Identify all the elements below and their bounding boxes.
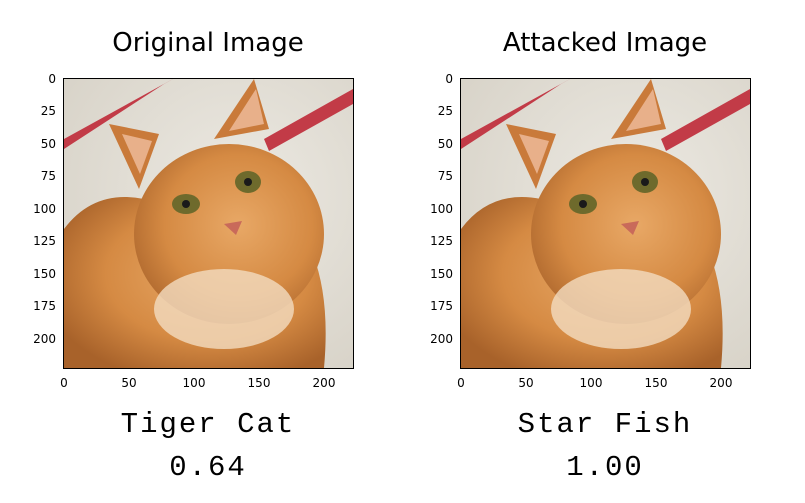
y-tick-label: 0 <box>445 72 453 86</box>
cat-image <box>64 79 353 368</box>
cat-image <box>461 79 750 368</box>
y-tick-label: 125 <box>430 234 453 248</box>
y-tick-label: 50 <box>437 137 453 151</box>
y-tick-label: 0 <box>48 72 56 86</box>
y-tick-label: 75 <box>40 169 56 183</box>
y-tick-label: 100 <box>33 202 56 216</box>
y-tick-label: 150 <box>430 267 453 281</box>
x-tick-label: 100 <box>579 376 603 390</box>
x-tick-label: 200 <box>312 376 336 390</box>
prediction-label: Star Fish <box>517 408 693 441</box>
x-tick-label: 50 <box>518 376 534 390</box>
x-tick-label: 0 <box>60 376 68 390</box>
y-tick-label: 175 <box>33 299 56 313</box>
x-tick-label: 150 <box>644 376 668 390</box>
image-plot <box>460 78 751 369</box>
y-tick-label: 75 <box>437 169 453 183</box>
y-tick-label: 125 <box>33 234 56 248</box>
y-tick-label: 100 <box>430 202 453 216</box>
y-tick-label: 25 <box>40 104 56 118</box>
panel-title: Original Image <box>112 28 304 58</box>
confidence-score: 0.64 <box>169 451 247 484</box>
x-tick-label: 0 <box>457 376 465 390</box>
y-tick-label: 150 <box>33 267 56 281</box>
y-tick-label: 200 <box>33 332 56 346</box>
x-tick-label: 100 <box>182 376 206 390</box>
original-image-panel: Original Image <box>8 0 408 503</box>
image-plot <box>63 78 354 369</box>
prediction-label: Tiger Cat <box>120 408 296 441</box>
attacked-image-panel: Attacked Image <box>405 0 805 503</box>
x-tick-label: 200 <box>709 376 733 390</box>
x-tick-label: 50 <box>121 376 137 390</box>
panel-title: Attacked Image <box>502 28 708 58</box>
confidence-score: 1.00 <box>566 451 644 484</box>
y-tick-label: 175 <box>430 299 453 313</box>
y-tick-label: 50 <box>40 137 56 151</box>
y-tick-label: 200 <box>430 332 453 346</box>
y-tick-label: 25 <box>437 104 453 118</box>
x-tick-label: 150 <box>247 376 271 390</box>
